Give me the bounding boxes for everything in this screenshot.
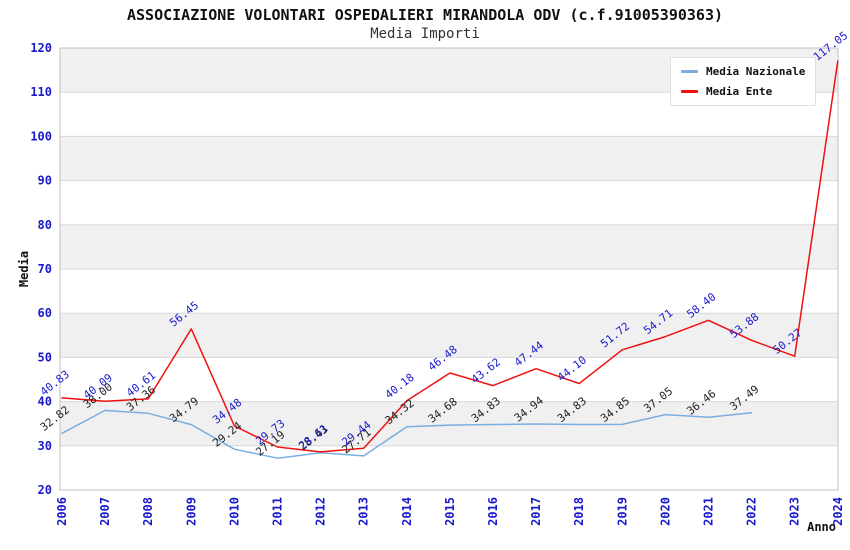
x-tick-label: 2013	[357, 497, 371, 526]
data-label: 40.83	[38, 368, 72, 399]
legend-item-media-nazionale: Media Nazionale	[681, 65, 805, 78]
legend-item-media-ente: Media Ente	[681, 85, 805, 98]
x-tick-label: 2015	[443, 497, 457, 526]
y-tick-label: 90	[38, 174, 52, 188]
y-tick-label: 100	[30, 129, 52, 143]
y-tick-label: 50	[38, 350, 52, 364]
x-tick-label: 2017	[529, 497, 543, 526]
x-tick-label: 2014	[400, 497, 414, 526]
chart-subtitle: Media Importi	[370, 26, 480, 42]
x-axis-title: Anno	[807, 520, 836, 534]
legend-label-media-nazionale: Media Nazionale	[706, 65, 806, 78]
legend: Media Nazionale Media Ente	[670, 57, 817, 106]
media-nazionale-line-swatch	[681, 70, 698, 73]
media-ente-line-swatch	[681, 90, 698, 93]
media-nazionale-line	[61, 409, 753, 459]
y-axis-title: Media	[17, 251, 31, 287]
x-tick-label: 2020	[658, 497, 672, 526]
y-tick-label: 70	[38, 262, 52, 276]
y-tick-label: 30	[38, 439, 52, 453]
legend-label-media-ente: Media Ente	[706, 85, 773, 98]
x-tick-label: 2019	[615, 497, 629, 526]
y-tick-label: 120	[30, 41, 52, 55]
x-tick-label: 2009	[184, 497, 198, 526]
grid-stripe	[60, 224, 838, 269]
chart-title: ASSOCIAZIONE VOLONTARI OSPEDALIERI MIRAN…	[126, 6, 724, 24]
media-ente-line	[61, 60, 839, 453]
x-tick-label: 2022	[745, 497, 759, 526]
y-tick-label: 110	[30, 85, 52, 99]
plot-border	[59, 47, 839, 491]
x-tick-label: 2016	[486, 497, 500, 526]
y-tick-label: 80	[38, 218, 52, 232]
x-tick-label: 2018	[572, 497, 586, 526]
x-tick-label: 2024	[831, 497, 845, 526]
x-tick-label: 2012	[314, 497, 328, 526]
grid-stripe	[60, 136, 838, 181]
y-tick-label: 40	[38, 395, 52, 409]
x-tick-label: 2021	[702, 497, 716, 526]
y-tick-label: 20	[38, 483, 52, 497]
x-tick-label: 2006	[55, 497, 69, 526]
data-label: 40.18	[383, 371, 417, 402]
x-tick-label: 2011	[271, 497, 285, 526]
x-tick-label: 2008	[141, 497, 155, 526]
data-label: 43.62	[469, 356, 503, 387]
x-tick-label: 2023	[788, 497, 802, 526]
x-tick-label: 2007	[98, 497, 112, 526]
x-tick-label: 2010	[227, 497, 241, 526]
y-tick-label: 60	[38, 306, 52, 320]
